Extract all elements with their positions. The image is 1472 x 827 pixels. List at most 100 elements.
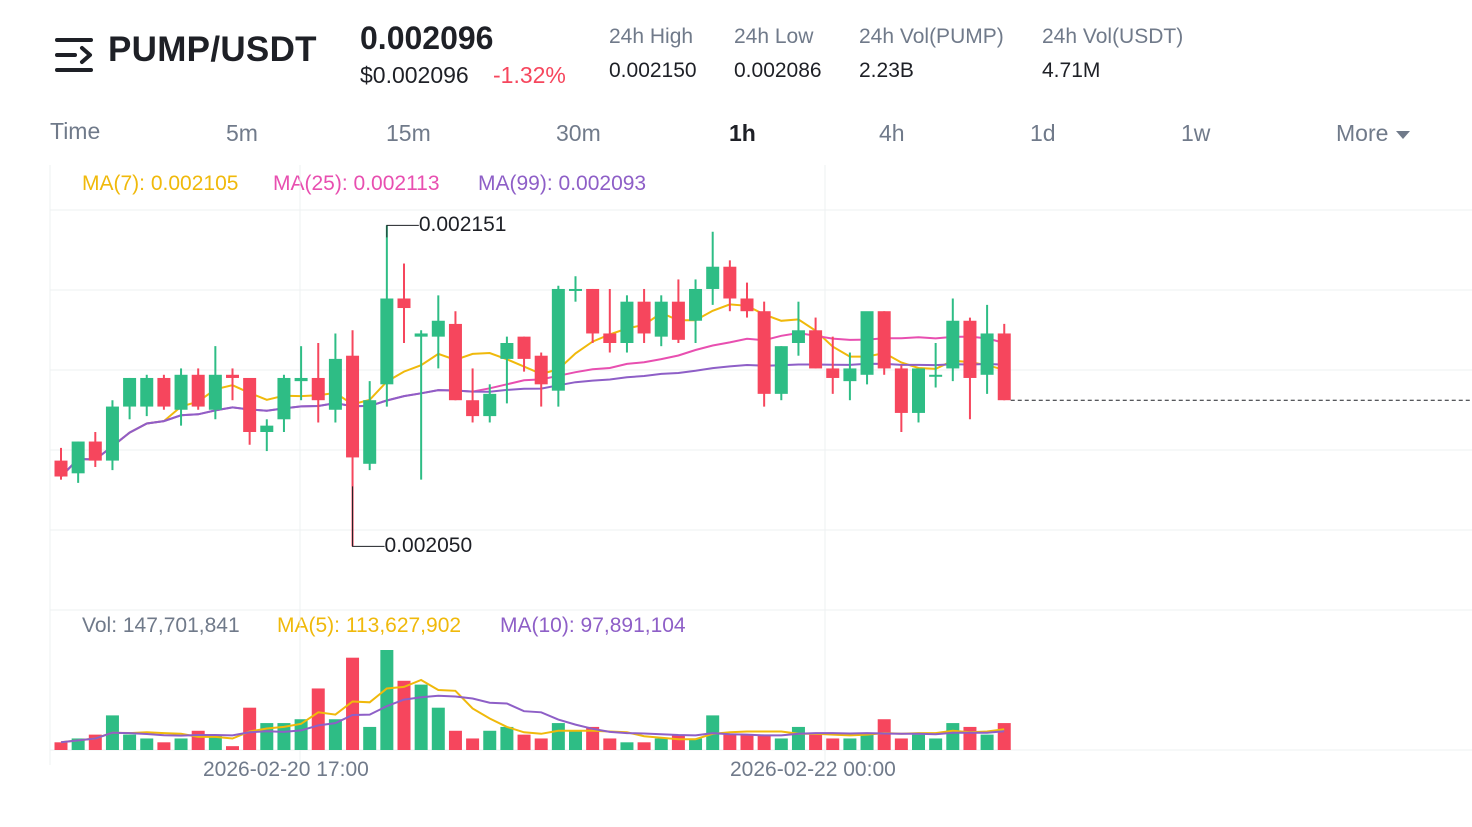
volume-bar [946, 723, 960, 750]
volume-bar [860, 734, 874, 750]
volume-bar [586, 726, 600, 750]
last-price: 0.002096 [360, 20, 494, 56]
candle-down [534, 355, 548, 385]
tab-4h[interactable]: 4h [879, 120, 905, 146]
pair-title[interactable]: PUMP/USDT [108, 30, 317, 69]
candle-up [843, 368, 857, 382]
candle-down [637, 301, 651, 334]
volume-bar [791, 726, 805, 750]
candle-up [380, 298, 394, 385]
volume-bar [157, 742, 171, 750]
candle-up [929, 374, 943, 377]
candle-down [466, 400, 480, 417]
candle-down [809, 330, 823, 369]
volume-bar [980, 734, 994, 750]
volume-bar [414, 684, 428, 750]
x-axis-label-2: 2026-02-22 00:00 [730, 758, 896, 781]
candle-up [569, 288, 582, 291]
tab-more[interactable]: More [1336, 120, 1411, 147]
volume-bar [346, 657, 360, 750]
tab-1h[interactable]: 1h [729, 120, 756, 146]
volume-bar [671, 734, 685, 750]
candle-up [654, 301, 668, 337]
menu-icon[interactable] [54, 36, 96, 74]
volume-bar [448, 730, 462, 750]
candles [54, 225, 1011, 547]
candle-up [689, 288, 703, 321]
candle-down [740, 298, 754, 312]
stat-low-value: 0.002086 [734, 59, 822, 82]
candle-up [174, 374, 188, 410]
high-marker-label: 0.002151 [418, 213, 507, 237]
volume-bar [500, 726, 514, 750]
tab-30m[interactable]: 30m [556, 120, 601, 146]
volume-bar [174, 738, 188, 750]
chart-grid [49, 165, 1472, 765]
candle-down [586, 288, 600, 334]
candle-up [71, 441, 85, 474]
vol-ma10-legend: MA(10): 97,891,104 [500, 614, 686, 637]
candle-down [397, 298, 411, 309]
volume-bar [894, 738, 908, 750]
candle-up [483, 393, 497, 417]
candle-up [363, 400, 377, 464]
vol-ma5-legend: MA(5): 113,627,902 [277, 614, 462, 637]
x-axis-label-1: 2026-02-20 17:00 [203, 758, 369, 781]
candle-up [105, 406, 119, 461]
low-marker-line [352, 486, 385, 547]
volume-bar [191, 730, 205, 750]
tab-more-label: More [1336, 120, 1389, 146]
ma99-legend: MA(99): 0.002093 [478, 172, 647, 195]
candle-down [963, 320, 977, 378]
candle-up [791, 330, 805, 343]
volume-bar [569, 730, 582, 750]
candle-up [912, 368, 925, 413]
volume-bar [483, 730, 497, 750]
volume-bar [877, 719, 891, 750]
tab-15m[interactable]: 15m [386, 120, 431, 146]
candle-up [277, 377, 291, 420]
candle-down [346, 355, 360, 458]
volume-bar [328, 719, 342, 750]
volume-bar [380, 650, 394, 750]
ma7-legend: MA(7): 0.002105 [82, 172, 239, 195]
candle-down [448, 323, 462, 401]
candle-down [226, 374, 239, 378]
candle-up [706, 266, 720, 289]
candle-down [517, 336, 531, 359]
volume-bar [363, 726, 377, 750]
tab-1d[interactable]: 1d [1030, 120, 1056, 146]
vol-legend: Vol: 147,701,841 [82, 614, 240, 637]
usd-price: $0.002096 [360, 62, 469, 88]
stat-high-value: 0.002150 [609, 59, 697, 82]
tab-1w[interactable]: 1w [1181, 120, 1211, 146]
volume-bar [912, 734, 925, 750]
candle-up [328, 358, 342, 410]
candle-down [311, 377, 325, 401]
stat-vol-quote-value: 4.71M [1042, 59, 1101, 82]
candle-up [946, 320, 960, 369]
candle-down [894, 368, 908, 413]
candle-down [826, 368, 840, 378]
tab-time[interactable]: Time [50, 118, 101, 144]
volume-bar [311, 688, 325, 750]
caret-down-icon [1396, 130, 1411, 139]
price-change: -1.32% [493, 62, 566, 88]
volume-bar [243, 707, 257, 750]
candle-down [997, 333, 1011, 401]
volume-bar [774, 738, 788, 750]
volume-bar [123, 734, 137, 750]
tab-5m[interactable]: 5m [226, 120, 258, 146]
volume-bar [534, 738, 548, 750]
vol-ma5-line [60, 678, 1005, 744]
volume-bar [551, 723, 565, 750]
candle-down [757, 311, 771, 394]
volume-bar [277, 723, 291, 750]
volume-bars [54, 650, 1011, 750]
volume-bar [963, 726, 977, 750]
volume-bar [809, 734, 823, 750]
volume-bar [71, 738, 85, 750]
volume-bar [826, 738, 840, 750]
volume-bar [723, 734, 737, 750]
